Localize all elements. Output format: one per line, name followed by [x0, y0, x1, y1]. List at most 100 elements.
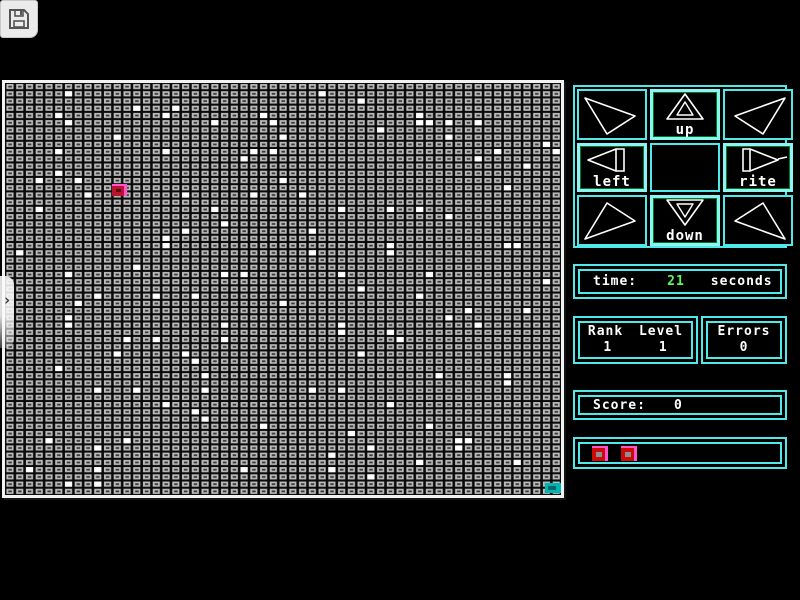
white-cell — [338, 322, 346, 328]
errors-panel: Errors 0 — [701, 316, 787, 364]
white-cell — [191, 293, 199, 299]
time-unit: seconds — [710, 274, 773, 289]
white-cell — [474, 120, 482, 126]
white-cell — [113, 351, 121, 357]
dpad-rite-button[interactable]: rite — [723, 143, 793, 192]
white-cell — [74, 300, 82, 306]
dpad-rite-label: rite — [739, 174, 777, 190]
life-block — [621, 445, 637, 461]
save-button[interactable] — [0, 0, 38, 38]
white-cell — [464, 438, 473, 444]
white-cell — [269, 120, 277, 126]
dpad-down-right-button[interactable] — [723, 195, 793, 246]
drawer-tab[interactable]: › — [0, 276, 14, 348]
white-cell — [94, 293, 102, 299]
white-cell — [84, 192, 92, 198]
white-cell — [133, 105, 141, 111]
white-cell — [445, 134, 453, 140]
white-cell — [55, 149, 63, 155]
white-cell — [503, 373, 512, 379]
rank-level-panel: Rank Level 1 1 — [573, 316, 698, 364]
white-cell — [445, 214, 453, 220]
white-cell — [220, 271, 229, 278]
white-cell — [269, 149, 277, 155]
white-cell — [445, 120, 453, 126]
white-cell — [455, 438, 463, 444]
white-cell — [386, 206, 394, 213]
white-cell — [338, 271, 346, 278]
dpad-up-button[interactable]: up — [650, 89, 720, 140]
white-cell — [35, 206, 43, 213]
score-value: 0 — [673, 397, 683, 413]
rank-value: 1 — [603, 340, 613, 355]
white-cell — [220, 221, 229, 227]
white-cell — [201, 416, 209, 422]
white-cell — [386, 243, 394, 249]
white-cell — [425, 423, 433, 429]
white-cell — [201, 387, 209, 393]
white-cell — [338, 387, 346, 393]
white-cell — [94, 481, 102, 487]
white-cell — [220, 336, 229, 343]
dpad-up-left-button[interactable] — [577, 89, 647, 140]
maze-grid[interactable] — [5, 83, 561, 495]
white-cell — [338, 329, 346, 335]
white-cell — [64, 315, 73, 321]
white-cell — [181, 351, 190, 357]
dpad-left-button[interactable]: left — [577, 143, 647, 192]
arrow-left-icon — [587, 148, 625, 172]
white-cell — [250, 149, 258, 155]
white-cell — [318, 91, 326, 97]
white-cell — [260, 112, 268, 119]
white-cell — [357, 351, 365, 357]
white-cell — [191, 358, 199, 364]
arrow-down-icon — [666, 199, 704, 226]
level-value: 1 — [658, 340, 668, 355]
white-cell — [347, 430, 355, 437]
white-cell — [201, 373, 209, 379]
white-cell — [542, 279, 551, 285]
white-cell — [172, 105, 180, 111]
white-cell — [162, 243, 170, 249]
white-cell — [308, 250, 316, 256]
white-cell — [416, 112, 424, 119]
white-cell — [64, 271, 73, 278]
white-cell — [240, 271, 248, 278]
white-cell — [299, 192, 307, 198]
white-cell — [474, 322, 482, 328]
white-cell — [425, 120, 433, 126]
dpad-down-button[interactable]: down — [650, 195, 720, 246]
time-value: 21 — [667, 274, 685, 289]
white-cell — [474, 156, 482, 162]
white-cell — [445, 315, 453, 321]
white-cell — [211, 120, 219, 126]
white-cell — [162, 235, 170, 241]
white-cell — [542, 141, 551, 147]
white-cell — [94, 387, 102, 393]
score-panel: Score: 0 — [573, 390, 787, 420]
dpad-down-left-button[interactable] — [577, 195, 647, 246]
dpad-up-right-button[interactable] — [723, 89, 793, 140]
arrow-up-right-icon — [734, 96, 786, 135]
dpad-center-cell — [650, 143, 720, 192]
white-cell — [357, 286, 365, 292]
white-cell — [260, 423, 268, 429]
direction-pad: up left rite — [573, 85, 793, 248]
white-cell — [152, 336, 160, 343]
white-cell — [513, 243, 521, 249]
white-cell — [386, 402, 394, 408]
errors-value: 0 — [739, 340, 749, 355]
white-cell — [455, 445, 463, 451]
white-cell — [240, 467, 248, 473]
white-cell — [308, 387, 316, 393]
white-cell — [357, 98, 365, 104]
arrow-up-left-icon — [584, 96, 636, 135]
white-cell — [416, 293, 424, 299]
white-cell — [64, 120, 73, 126]
white-cell — [162, 112, 170, 119]
white-cell — [55, 365, 63, 372]
white-cell — [123, 336, 131, 343]
white-cell — [133, 264, 141, 270]
white-cell — [494, 149, 502, 155]
